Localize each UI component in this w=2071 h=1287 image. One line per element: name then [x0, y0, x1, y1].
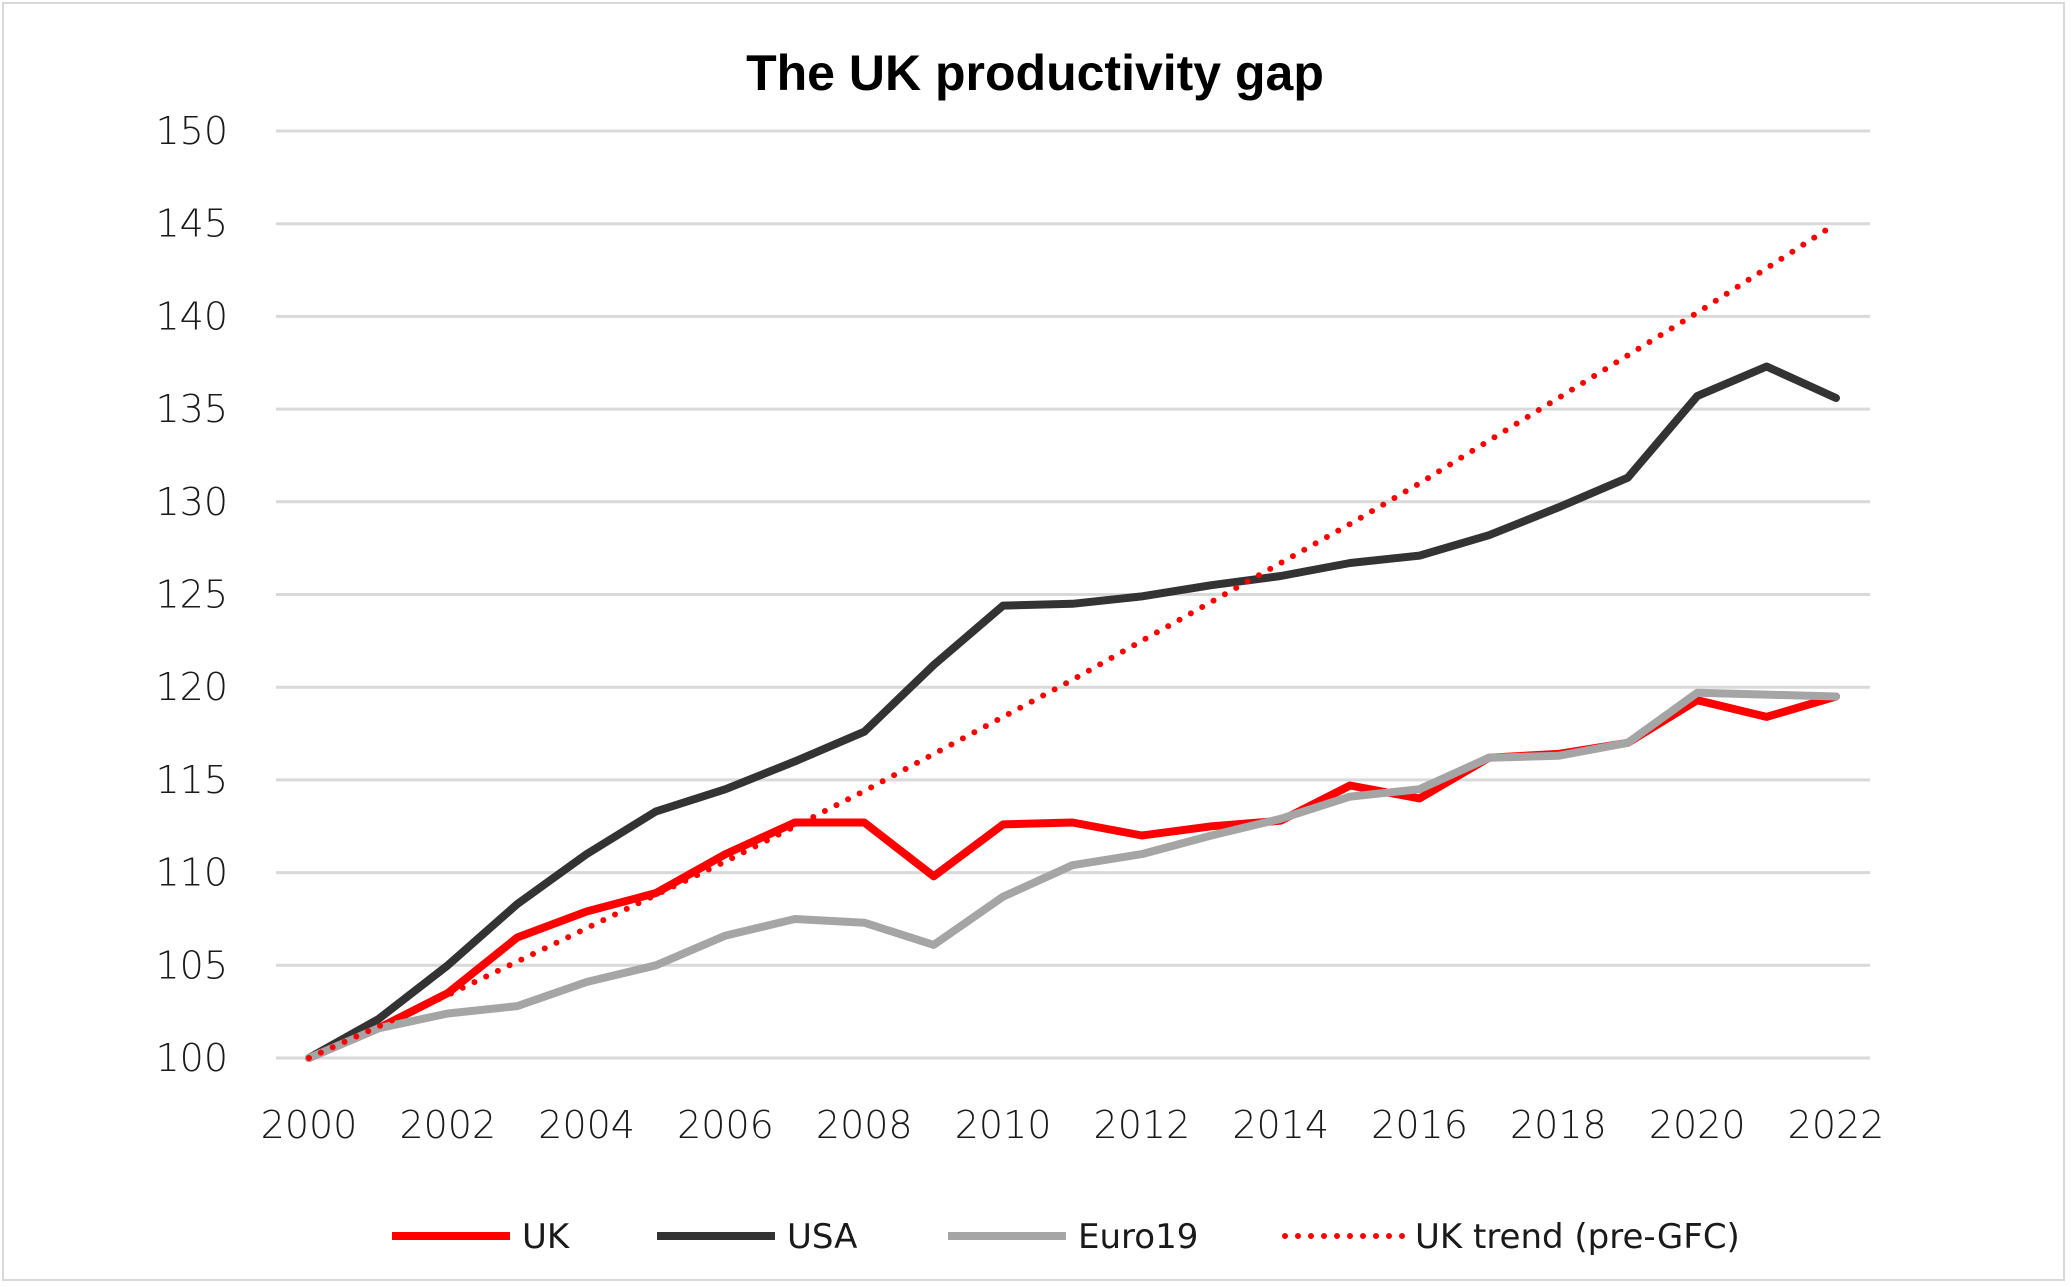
series-lines [305, 220, 1840, 1062]
x-tick-label: 2002 [399, 1103, 496, 1147]
x-tick-label: 2006 [677, 1103, 774, 1147]
legend: UK USA Euro19 UK trend (pre-GFC) [392, 1217, 1740, 1257]
chart-title: The UK productivity gap [746, 45, 1324, 101]
x-axis-tick-labels: 2000 2002 2004 2006 2008 2010 2012 2014 2016 2018… [261, 1103, 1885, 1147]
x-tick-label: 2018 [1510, 1103, 1607, 1147]
y-tick-label: 145 [155, 202, 228, 246]
legend-item: UK [392, 1217, 571, 1257]
y-tick-label: 140 [155, 294, 228, 338]
x-tick-label: 2022 [1788, 1103, 1885, 1147]
x-tick-label: 2012 [1094, 1103, 1191, 1147]
legend-label: USA [787, 1217, 857, 1257]
x-tick-label: 2000 [261, 1103, 358, 1147]
y-tick-label: 120 [155, 665, 228, 709]
x-tick-label: 2010 [955, 1103, 1052, 1147]
x-tick-label: 2008 [816, 1103, 913, 1147]
series-line-uk-trend-pre-gfc [306, 220, 1839, 1061]
y-tick-label: 150 [155, 109, 228, 153]
y-tick-label: 130 [155, 480, 228, 524]
x-tick-label: 2014 [1232, 1103, 1329, 1147]
y-axis-tick-labels: 100 105 110 115 120 125 130 135 140 145 150 [155, 109, 228, 1080]
legend-label: UK trend (pre-GFC) [1415, 1217, 1740, 1257]
legend-item: Euro19 [948, 1217, 1198, 1257]
legend-label: Euro19 [1078, 1217, 1198, 1257]
x-tick-label: 2004 [538, 1103, 635, 1147]
y-tick-label: 105 [155, 943, 228, 987]
y-tick-label: 135 [155, 387, 228, 431]
gridlines [276, 129, 1870, 1060]
series-line-euro19 [305, 688, 1840, 1062]
y-tick-label: 115 [155, 758, 228, 802]
series-line-usa [305, 362, 1840, 1062]
legend-item: UK trend (pre-GFC) [1282, 1217, 1740, 1257]
y-tick-label: 100 [155, 1036, 228, 1080]
x-tick-label: 2020 [1649, 1103, 1746, 1147]
legend-label: UK [522, 1217, 571, 1257]
y-tick-label: 110 [155, 851, 228, 895]
y-tick-label: 125 [155, 573, 228, 617]
legend-item: USA [657, 1217, 857, 1257]
x-tick-label: 2016 [1371, 1103, 1468, 1147]
